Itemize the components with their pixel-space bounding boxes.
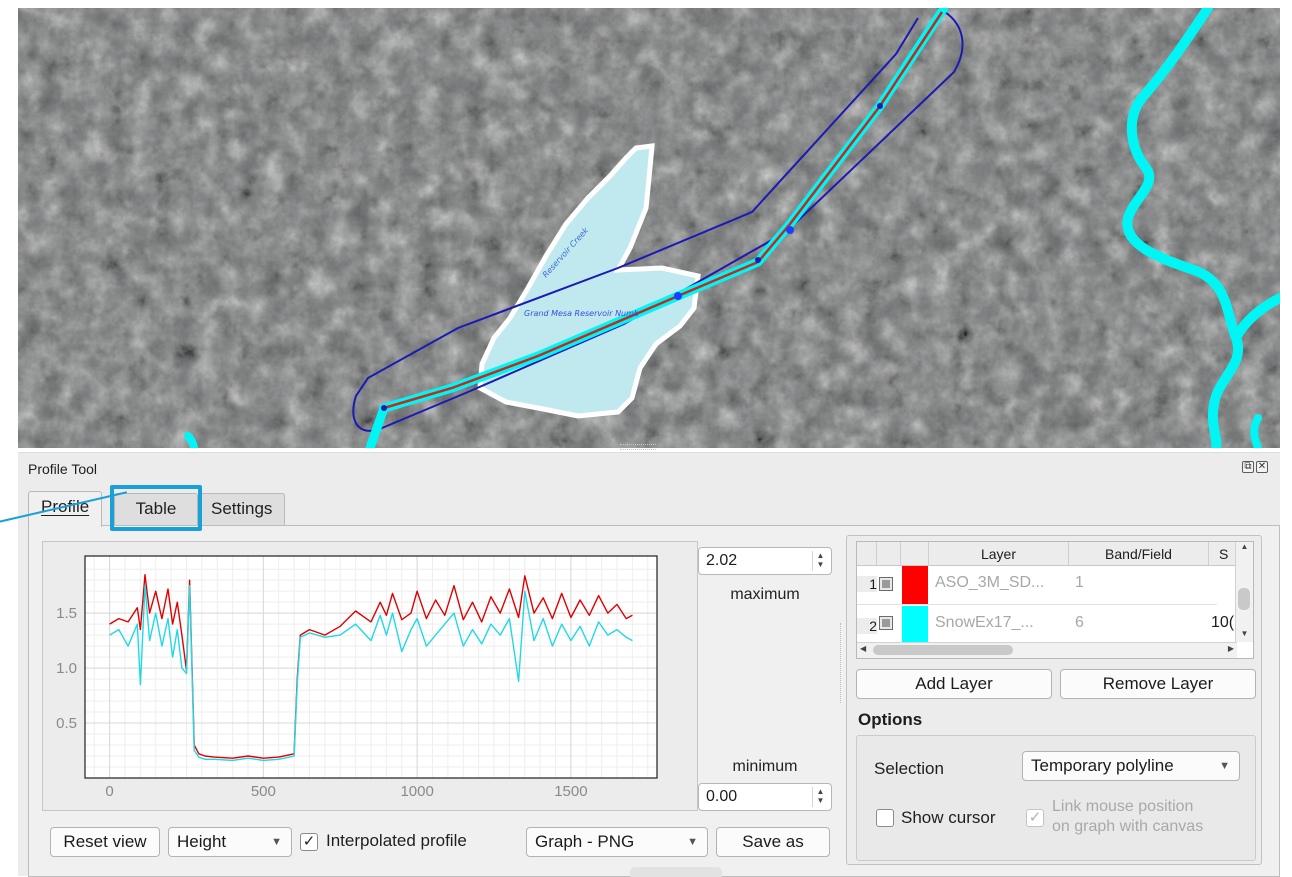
maximum-label: maximum — [730, 586, 800, 603]
add-layer-button[interactable]: Add Layer — [856, 669, 1052, 699]
layer-color-swatch[interactable] — [902, 566, 928, 604]
profile-line-red — [383, 11, 944, 410]
plot-type-combo[interactable]: Height ▼ — [168, 827, 292, 857]
reset-view-button[interactable]: Reset view — [50, 827, 160, 857]
layer-color-swatch[interactable] — [902, 606, 928, 644]
options-title: Options — [858, 710, 923, 729]
tab-settings[interactable]: Settings — [198, 493, 286, 525]
bottom-drag-handle[interactable] — [630, 867, 722, 877]
x-tick-label: 1000 — [400, 783, 433, 800]
profile-buffer-outline — [352, 8, 964, 432]
scroll-left-icon[interactable]: ◀ — [860, 644, 867, 653]
remove-layer-button[interactable]: Remove Layer — [1060, 669, 1256, 699]
row-number: 1 — [857, 576, 877, 592]
x-tick-label: 1500 — [554, 783, 587, 800]
profile-tool-dock: Profile Tool ⧉ ✕ Profile Table Settings … — [0, 452, 1280, 877]
save-as-button[interactable]: Save as — [716, 827, 830, 857]
layers-table[interactable]: Layer Band/Field S 1 ASO_3M_SD... 1 2 Sn… — [856, 541, 1254, 659]
table-header — [877, 542, 901, 566]
extra-cell[interactable]: 10( — [1211, 614, 1235, 631]
band-cell[interactable]: 1 — [1075, 574, 1084, 591]
x-tick-label: 0 — [105, 783, 113, 800]
tab-profile[interactable]: Profile — [28, 491, 103, 527]
spin-arrows-icon[interactable]: ▲ ▼ — [812, 787, 828, 807]
table-header-band[interactable]: Band/Field — [1069, 542, 1209, 566]
interpolated-checkbox[interactable]: ✓ — [300, 833, 318, 851]
vertical-scrollbar[interactable]: ▲ ▼ — [1235, 542, 1253, 642]
maximum-spinbox[interactable]: 2.02 ▲ ▼ — [698, 547, 832, 575]
table-header-layer[interactable]: Layer — [929, 542, 1069, 566]
map-canvas[interactable]: Reservoir Creek Grand Mesa Reservoir Num… — [18, 8, 1280, 448]
reservoir-polygon — [477, 143, 701, 419]
plot-frame — [84, 555, 658, 779]
float-icon[interactable]: ⧉ — [1242, 461, 1254, 473]
profile-series-2 — [109, 585, 633, 762]
show-cursor-checkbox[interactable] — [876, 809, 894, 827]
table-header — [857, 542, 877, 566]
x-tick-label: 500 — [251, 783, 276, 800]
layer-visible-checkbox[interactable] — [879, 577, 893, 591]
table-header-extra[interactable]: S — [1209, 542, 1237, 566]
scroll-up-icon[interactable]: ▲ — [1240, 542, 1249, 551]
chevron-down-icon: ▼ — [271, 836, 282, 848]
layer-name-cell[interactable]: ASO_3M_SD... — [935, 574, 1045, 591]
scroll-thumb[interactable] — [873, 645, 1013, 655]
y-tick-label: 1.0 — [56, 660, 77, 677]
chevron-down-icon: ▼ — [1219, 760, 1230, 772]
splitter-handle[interactable] — [840, 623, 842, 703]
link-mouse-checkbox: ✓ — [1026, 809, 1044, 827]
selection-combo[interactable]: Temporary polyline ▼ — [1022, 751, 1240, 781]
band-cell[interactable]: 6 — [1075, 614, 1084, 631]
link-mouse-label: Link mouse position on graph with canvas — [1052, 798, 1204, 835]
scroll-thumb[interactable] — [1238, 588, 1250, 610]
tab-table[interactable]: Table — [114, 493, 198, 525]
layer-name-cell[interactable]: SnowEx17_... — [935, 614, 1034, 631]
minimum-label: minimum — [732, 758, 798, 775]
close-icon[interactable]: ✕ — [1256, 461, 1268, 473]
table-header — [901, 542, 929, 566]
export-format-combo[interactable]: Graph - PNG ▼ — [526, 827, 708, 857]
profile-series-1 — [109, 574, 633, 759]
selection-label: Selection — [874, 759, 944, 778]
stream-line — [1122, 8, 1243, 448]
row-number: 2 — [857, 618, 877, 634]
scroll-right-icon[interactable]: ▶ — [1227, 644, 1234, 653]
layer-visible-checkbox[interactable] — [879, 616, 893, 630]
show-cursor-label: Show cursor — [901, 808, 996, 827]
spin-arrows-icon[interactable]: ▲ ▼ — [812, 551, 828, 571]
profile-graph[interactable]: 0 500 1000 1500 0.5 1.0 1.5 — [42, 541, 698, 811]
dock-title: Profile Tool — [28, 461, 98, 477]
y-tick-label: 0.5 — [56, 715, 77, 732]
scroll-down-icon[interactable]: ▼ — [1240, 629, 1249, 638]
lake-label-reservoir: Grand Mesa Reservoir Numb — [524, 309, 639, 318]
tab-table-highlight — [110, 485, 202, 531]
map-resize-grip[interactable] — [620, 444, 656, 450]
minimum-spinbox[interactable]: 0.00 ▲ ▼ — [698, 783, 832, 811]
y-tick-label: 1.5 — [56, 605, 77, 622]
horizontal-scrollbar[interactable]: ◀ ▶ — [857, 642, 1237, 658]
chevron-down-icon: ▼ — [687, 836, 698, 848]
interpolated-label: Interpolated profile — [326, 831, 467, 850]
